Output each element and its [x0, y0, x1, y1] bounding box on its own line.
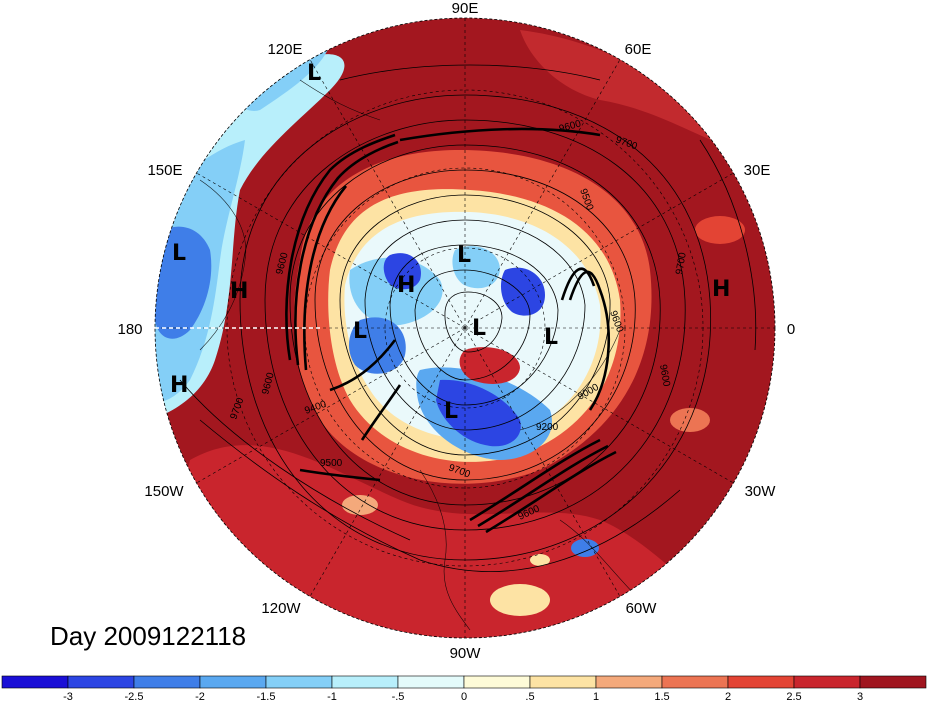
low-center-label: L: [457, 243, 471, 268]
longitude-label-group: 90E 60E 30E 0 30W 60W 90W 120W 150W 180 …: [117, 0, 795, 662]
longitude-label-60w: 60W: [626, 600, 658, 617]
colorbar-swatch: [397, 675, 465, 689]
longitude-label-60e: 60E: [625, 41, 652, 58]
colorbar-swatch: [265, 675, 333, 689]
colorbar-tick-label: 1.5: [654, 691, 669, 702]
map-title: Day 2009122118: [50, 621, 246, 651]
longitude-label-90w: 90W: [450, 645, 482, 662]
colorbar-tick-label: 3: [857, 691, 863, 702]
high-center-label: H: [230, 279, 248, 304]
low-center-label: L: [353, 319, 367, 344]
map-border: [154, 17, 776, 639]
colorbar-tick-label: .5: [525, 691, 534, 702]
colorbar-swatch: [661, 675, 729, 689]
colorbar-tick-label: -1: [327, 691, 337, 702]
colorbar-swatch: [331, 675, 399, 689]
high-center-label: H: [712, 277, 730, 302]
longitude-label-0: 0: [787, 321, 795, 338]
contour-label: 9200: [536, 422, 559, 433]
colorbar-swatch: [727, 675, 795, 689]
graticule: [155, 18, 775, 638]
colorbar-tick-label: 2.5: [786, 691, 801, 702]
high-center-label: H: [397, 273, 415, 298]
colorbar-swatch: [133, 675, 201, 689]
low-center-label: L: [307, 61, 321, 86]
colorbar-swatch: [529, 675, 597, 689]
colorbar-tick-label: -3: [63, 691, 73, 702]
low-center-label: L: [472, 316, 486, 341]
colorbar-tick-label: -.5: [392, 691, 405, 702]
colorbar-tick-label: -1.5: [257, 691, 276, 702]
anomaly-field: [155, 30, 760, 638]
low-center-label: L: [172, 241, 186, 266]
longitude-label-30e: 30E: [744, 162, 771, 179]
geopotential-contours: [179, 64, 757, 572]
colorbar-tick-label: -2.5: [125, 691, 144, 702]
low-center-label: L: [444, 399, 458, 424]
longitude-label-180: 180: [117, 321, 142, 338]
longitude-label-120e: 120E: [267, 41, 302, 58]
contour-label: 9600: [657, 364, 672, 388]
map-disc: [155, 18, 775, 638]
colorbar-swatch: [199, 675, 267, 689]
colorbar-swatch: [793, 675, 861, 689]
colorbar-tick-label: 0: [461, 691, 467, 702]
colorbar-tick-label: -2: [195, 691, 205, 702]
low-center-label: L: [544, 325, 558, 350]
longitude-label-90e: 90E: [452, 0, 479, 17]
colorbar-tick-label: 1: [593, 691, 599, 702]
high-center-label: H: [170, 373, 188, 398]
colorbar-tick-label: 2: [725, 691, 731, 702]
longitude-label-120w: 120W: [261, 600, 301, 617]
jet-stream-contours: [285, 127, 617, 534]
longitude-label-150e: 150E: [147, 162, 182, 179]
colorbar-swatch: [463, 675, 531, 689]
colorbar: -3 -2.5 -2 -1.5 -1 -.5 0 .5 1 1.5 2 2.5 3: [1, 675, 927, 702]
pressure-center-group: L L L L L L L H H H H: [170, 61, 730, 424]
colorbar-swatch: [1, 675, 69, 689]
colorbar-swatch: [859, 675, 927, 689]
colorbar-swatch: [67, 675, 135, 689]
colorbar-swatch: [595, 675, 663, 689]
longitude-label-30w: 30W: [745, 483, 777, 500]
longitude-label-150w: 150W: [144, 483, 184, 500]
contour-label: 9500: [320, 458, 343, 469]
contour-label: 9700: [674, 251, 689, 275]
